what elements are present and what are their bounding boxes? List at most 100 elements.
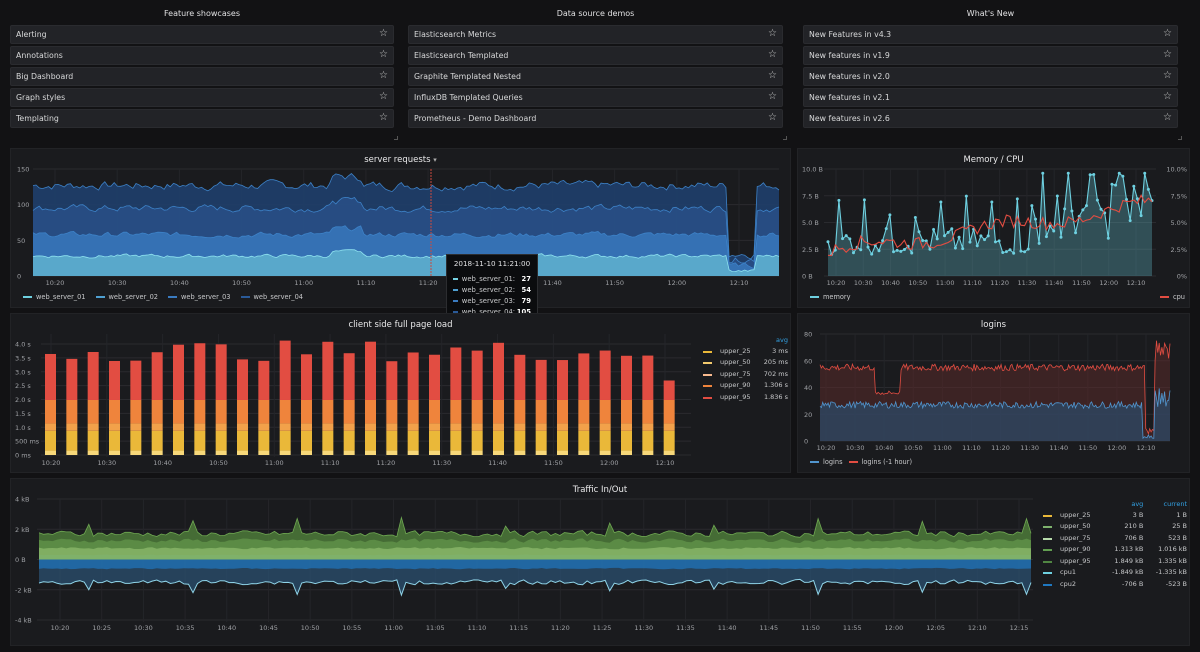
bar-segment <box>66 358 78 400</box>
panel-title[interactable]: Memory / CPU <box>963 155 1024 165</box>
bar-segment <box>557 450 568 455</box>
x-tick-label: 12:15 <box>1010 624 1029 632</box>
page-load-graph[interactable]: 4.0 s 3.5 s 3.0 s 2.5 s 2.0 s 1.5 s 1.0 s 500 m… <box>11 314 792 474</box>
bar-segment <box>279 423 291 431</box>
bar-segment <box>130 399 142 424</box>
dashlist-item[interactable]: New features in v2.1 ☆ <box>803 88 1178 107</box>
legend-row[interactable]: cpu1 -1.849 kB -1.335 kB <box>1041 567 1189 579</box>
legend-item[interactable]: web_server_03 <box>168 293 231 301</box>
legend-swatch <box>703 362 712 365</box>
star-icon[interactable]: ☆ <box>768 91 777 102</box>
star-icon[interactable]: ☆ <box>1163 49 1172 60</box>
x-tick-label: 12:10 <box>968 624 987 632</box>
legend-row[interactable]: upper_50 205 ms <box>701 357 790 369</box>
panel-title[interactable]: logins <box>980 320 1007 330</box>
dashlist-item[interactable]: Alerting ☆ <box>10 25 394 44</box>
legend-row[interactable]: upper_95 1.836 s <box>701 391 790 403</box>
panel-title[interactable]: client side full page load <box>348 320 453 330</box>
star-icon[interactable]: ☆ <box>1163 112 1172 123</box>
star-icon[interactable]: ☆ <box>768 112 777 123</box>
star-icon[interactable]: ☆ <box>379 112 388 123</box>
legend-swatch <box>1160 296 1169 298</box>
legend-row[interactable]: upper_90 1.306 s <box>701 380 790 392</box>
memory-cpu-graph[interactable]: 10.0 B 7.5 B 5.0 B 2.5 B 0 B 10.0% 7.5% 5.0% 2.5… <box>798 149 1191 309</box>
legend-item[interactable]: logins (-1 hour) <box>848 458 912 466</box>
graph-legend: logins logins (-1 hour) <box>810 458 922 466</box>
server-requests-graph[interactable]: 150 100 50 0 10:20 10:30 10:40 10:50 11:00 11:10 1… <box>11 149 792 309</box>
bar-segment <box>322 430 334 451</box>
legend-row[interactable]: cpu2 -706 B -523 B <box>1041 578 1189 590</box>
legend-row[interactable]: upper_50 210 B 25 B <box>1041 521 1189 533</box>
bar-segment <box>258 360 270 400</box>
star-icon[interactable]: ☆ <box>1163 91 1172 102</box>
dashlist-item[interactable]: Elasticsearch Metrics ☆ <box>408 25 783 44</box>
panel-title[interactable]: Traffic In/Out <box>572 485 628 495</box>
dashlist-feature-showcases: Feature showcases Alerting ☆ Annotations ☆… <box>10 0 398 142</box>
star-icon[interactable]: ☆ <box>379 28 388 39</box>
star-icon[interactable]: ☆ <box>379 91 388 102</box>
legend-item[interactable]: web_server_04 <box>240 293 303 301</box>
y-tick-label: 0 B <box>15 556 26 564</box>
resize-handle[interactable] <box>394 136 398 140</box>
series-line <box>32 249 780 273</box>
bar-segment <box>151 423 163 431</box>
x-tick-label: 11:35 <box>676 624 695 632</box>
dashlist-item-label: Big Dashboard <box>16 72 74 81</box>
memory-point <box>1037 241 1041 245</box>
dashlist-item[interactable]: New features in v1.9 ☆ <box>803 46 1178 65</box>
traffic-graph[interactable]: 4 kB 2 kB 0 B -2 kB -4 kB 10:20 10:25 10:30 10:3… <box>11 479 1191 647</box>
bar-segment <box>386 450 398 455</box>
bar-segment <box>493 399 504 424</box>
dashlist-item[interactable]: Graphite Templated Nested ☆ <box>408 67 783 86</box>
legend-item[interactable]: web_server_01 <box>23 293 86 301</box>
legend-item[interactable]: memory <box>810 293 851 301</box>
bar-segment <box>343 450 355 455</box>
dashlist-item[interactable]: Big Dashboard ☆ <box>10 67 394 86</box>
dashlist-item[interactable]: Graph styles ☆ <box>10 88 394 107</box>
x-tick-label: 12:00 <box>600 459 619 467</box>
bar-segment <box>194 423 206 431</box>
dashlist-item[interactable]: New features in v2.0 ☆ <box>803 67 1178 86</box>
legend-row[interactable]: upper_25 3 B 1 B <box>1041 509 1189 521</box>
y-tick-label: 2.0 s <box>15 396 31 404</box>
logins-area <box>820 388 1170 441</box>
resize-handle[interactable] <box>783 136 787 140</box>
bar-segment <box>471 450 483 455</box>
legend-item[interactable]: cpu <box>1160 293 1185 301</box>
legend-current: 1.016 kB <box>1158 545 1187 554</box>
star-icon[interactable]: ☆ <box>768 70 777 81</box>
x-tick-label: 12:05 <box>926 624 945 632</box>
memory-point <box>1117 171 1121 175</box>
dashlist-item[interactable]: New Features in v4.3 ☆ <box>803 25 1178 44</box>
resize-handle[interactable] <box>1178 136 1182 140</box>
star-icon[interactable]: ☆ <box>379 70 388 81</box>
panel-title[interactable]: server requests ▾ <box>11 155 790 165</box>
bar-segment <box>663 380 675 400</box>
dashlist-item[interactable]: Prometheus - Demo Dashboard ☆ <box>408 109 783 128</box>
star-icon[interactable]: ☆ <box>768 28 777 39</box>
dashlist-item[interactable]: Templating ☆ <box>10 109 394 128</box>
star-icon[interactable]: ☆ <box>768 49 777 60</box>
chevron-down-icon[interactable]: ▾ <box>433 156 437 164</box>
dashlist-item[interactable]: Annotations ☆ <box>10 46 394 65</box>
star-icon[interactable]: ☆ <box>1163 70 1172 81</box>
dashlist-item[interactable]: InfluxDB Templated Queries ☆ <box>408 88 783 107</box>
legend-item[interactable]: logins <box>810 458 843 466</box>
legend-row[interactable]: upper_75 702 ms <box>701 368 790 380</box>
bar-segment <box>301 399 312 424</box>
legend-row[interactable]: upper_95 1.849 kB 1.335 kB <box>1041 555 1189 567</box>
dashlist-item[interactable]: New features in v2.6 ☆ <box>803 109 1178 128</box>
legend-item[interactable]: web_server_02 <box>95 293 158 301</box>
dashlist-item[interactable]: Elasticsearch Templated ☆ <box>408 46 783 65</box>
legend-row[interactable]: upper_75 706 B 523 B <box>1041 532 1189 544</box>
memory-point <box>1008 248 1012 252</box>
logins-graph[interactable]: 80 60 40 20 0 10:20 10:30 10:40 10:50 11:00 11:10 1… <box>798 314 1191 474</box>
legend-row[interactable]: upper_25 3 ms <box>701 345 790 357</box>
legend-row[interactable]: upper_90 1.313 kB 1.016 kB <box>1041 544 1189 556</box>
star-icon[interactable]: ☆ <box>379 49 388 60</box>
panel-logins: logins 80 60 40 20 0 10:20 10:30 10:40 10:50 11:0… <box>797 313 1190 473</box>
legend-current: -1.335 kB <box>1155 568 1187 577</box>
legend-current: -523 B <box>1165 579 1187 588</box>
star-icon[interactable]: ☆ <box>1163 28 1172 39</box>
